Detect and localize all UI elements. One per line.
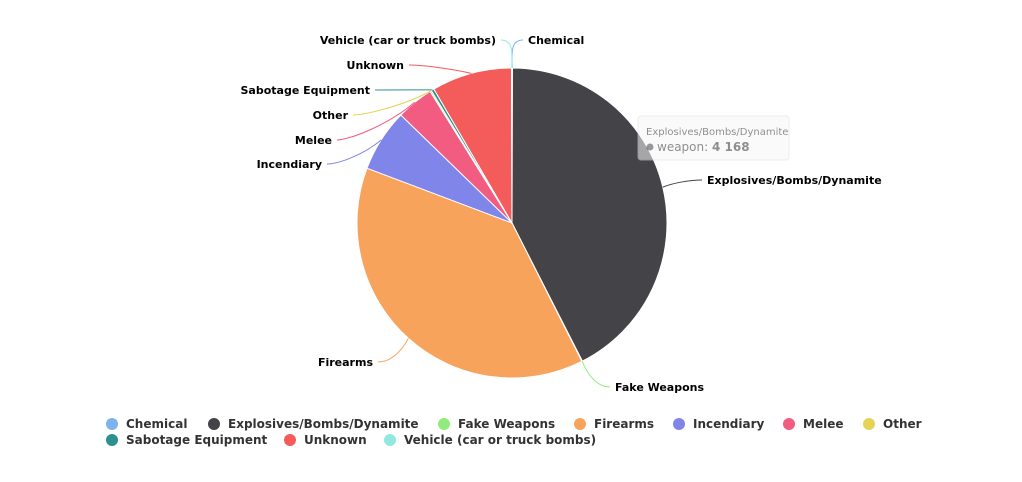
legend-marker-incendiary	[673, 418, 685, 430]
legend-item-sabotage-equipment[interactable]: Sabotage Equipment	[106, 433, 268, 447]
legend-label-firearms: Firearms	[594, 417, 654, 431]
legend-marker-melee	[783, 418, 795, 430]
legend-label-unknown: Unknown	[304, 433, 367, 447]
pie-slices	[356, 67, 668, 379]
data-label-unknown: Unknown	[347, 59, 404, 72]
legend-marker-firearms	[574, 418, 586, 430]
legend-item-incendiary[interactable]: Incendiary	[673, 417, 765, 431]
data-label-explosives-bombs-dynamite: Explosives/Bombs/Dynamite	[707, 174, 882, 187]
connector-other	[352, 90, 431, 116]
legend: Chemical Explosives/Bombs/Dynamite Fake We…	[106, 417, 922, 447]
legend-item-unknown[interactable]: Unknown	[284, 433, 367, 447]
legend-marker-fake-weapons	[438, 418, 450, 430]
connector-firearms	[377, 338, 409, 363]
legend-item-explosives-bombs-dynamite[interactable]: Explosives/Bombs/Dynamite	[208, 417, 419, 431]
legend-label-incendiary: Incendiary	[693, 417, 765, 431]
legend-marker-sabotage-equipment	[106, 434, 118, 446]
tooltip-title: Explosives/Bombs/Dynamite	[646, 127, 788, 138]
data-label-firearms: Firearms	[318, 356, 373, 369]
legend-label-chemical: Chemical	[126, 417, 187, 431]
data-label-chemical: Chemical	[528, 34, 584, 47]
tooltip-box	[637, 115, 790, 161]
legend-label-fake-weapons: Fake Weapons	[458, 417, 555, 431]
slice-vehicle-car-or-truck-bombs[interactable]	[511, 67, 513, 224]
slice-explosives-bombs-dynamite[interactable]	[511, 67, 668, 362]
connector-melee	[336, 101, 416, 141]
legend-item-fake-weapons[interactable]: Fake Weapons	[438, 417, 555, 431]
legend-marker-unknown	[284, 434, 296, 446]
tooltip-value-line: weapon: 4 168	[657, 140, 750, 154]
connector-chemical	[511, 39, 524, 69]
legend-item-vehicle-car-or-truck-bombs[interactable]: Vehicle (car or truck bombs)	[384, 433, 596, 447]
tooltip-value: 4 168	[712, 140, 750, 154]
legend-item-other[interactable]: Other	[863, 417, 922, 431]
legend-label-melee: Melee	[803, 417, 843, 431]
data-label-incendiary: Incendiary	[257, 158, 322, 171]
data-label-other: Other	[313, 109, 349, 122]
legend-item-chemical[interactable]: Chemical	[106, 417, 187, 431]
data-label-melee: Melee	[295, 134, 332, 147]
tooltip: Explosives/Bombs/Dynamite weapon: 4 168	[637, 115, 790, 161]
connector-explosives-bombs-dynamite	[662, 179, 703, 188]
data-label-sabotage-equipment: Sabotage Equipment	[241, 84, 371, 97]
legend-marker-vehicle-car-or-truck-bombs	[384, 434, 396, 446]
data-label-vehicle-car-or-truck-bombs: Vehicle (car or truck bombs)	[320, 34, 496, 47]
data-label-fake-weapons: Fake Weapons	[615, 381, 704, 394]
legend-label-explosives-bombs-dynamite: Explosives/Bombs/Dynamite	[228, 417, 419, 431]
legend-marker-other	[863, 418, 875, 430]
data-label-connectors	[326, 39, 703, 388]
legend-label-other: Other	[883, 417, 922, 431]
legend-item-melee[interactable]: Melee	[783, 417, 843, 431]
legend-marker-chemical	[106, 418, 118, 430]
connector-unknown	[408, 64, 472, 74]
legend-marker-explosives-bombs-dynamite	[208, 418, 220, 430]
legend-label-sabotage-equipment: Sabotage Equipment	[126, 433, 268, 447]
legend-item-firearms[interactable]: Firearms	[574, 417, 654, 431]
data-labels: Chemical Explosives/Bombs/Dynamite Fake We…	[241, 34, 882, 394]
legend-label-vehicle-car-or-truck-bombs: Vehicle (car or truck bombs)	[404, 433, 596, 447]
connector-vehicle-car-or-truck-bombs	[500, 39, 513, 69]
connector-incendiary	[326, 139, 382, 165]
tooltip-series-label: weapon	[657, 140, 704, 154]
connector-fake-weapons	[581, 361, 611, 388]
tooltip-series-marker	[646, 143, 654, 151]
